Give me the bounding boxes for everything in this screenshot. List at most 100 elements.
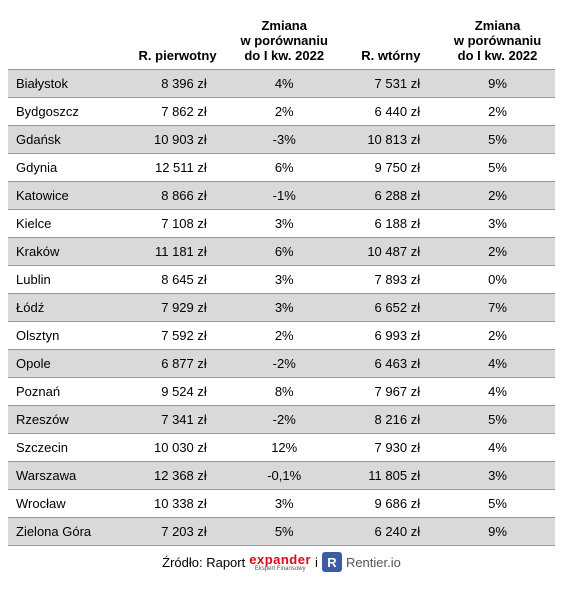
table-row: Poznań9 524 zł8%7 967 zł4% <box>8 378 555 406</box>
city-cell: Katowice <box>8 182 128 210</box>
secondary-price-cell: 10 813 zł <box>342 126 440 154</box>
city-cell: Olsztyn <box>8 322 128 350</box>
header-row: R. pierwotnyZmianaw porównaniudo I kw. 2… <box>8 8 555 70</box>
table-row: Wrocław10 338 zł3%9 686 zł5% <box>8 490 555 518</box>
city-cell: Rzeszów <box>8 406 128 434</box>
secondary-change-cell: 9% <box>440 70 555 98</box>
table-row: Bydgoszcz7 862 zł2%6 440 zł2% <box>8 98 555 126</box>
primary-change-cell: 2% <box>227 98 342 126</box>
table-row: Gdynia12 511 zł6%9 750 zł5% <box>8 154 555 182</box>
primary-price-cell: 9 524 zł <box>128 378 226 406</box>
secondary-change-cell: 5% <box>440 490 555 518</box>
city-cell: Białystok <box>8 70 128 98</box>
primary-price-cell: 8 645 zł <box>128 266 226 294</box>
primary-price-cell: 7 929 zł <box>128 294 226 322</box>
expander-subtext: Ekspert Finansowy <box>255 566 306 572</box>
secondary-change-cell: 2% <box>440 238 555 266</box>
primary-change-cell: -2% <box>227 350 342 378</box>
secondary-price-cell: 10 487 zł <box>342 238 440 266</box>
primary-price-cell: 7 108 zł <box>128 210 226 238</box>
primary-price-cell: 8 396 zł <box>128 70 226 98</box>
secondary-change-cell: 9% <box>440 518 555 546</box>
primary-price-cell: 11 181 zł <box>128 238 226 266</box>
table-row: Opole6 877 zł-2%6 463 zł4% <box>8 350 555 378</box>
city-cell: Bydgoszcz <box>8 98 128 126</box>
source-label: Źródło: Raport <box>162 555 245 570</box>
secondary-change-cell: 5% <box>440 126 555 154</box>
secondary-price-cell: 7 967 zł <box>342 378 440 406</box>
table-row: Szczecin10 030 zł12%7 930 zł4% <box>8 434 555 462</box>
primary-change-cell: 5% <box>227 518 342 546</box>
column-header: R. pierwotny <box>128 8 226 70</box>
primary-change-cell: -1% <box>227 182 342 210</box>
city-cell: Łódź <box>8 294 128 322</box>
secondary-price-cell: 6 240 zł <box>342 518 440 546</box>
secondary-price-cell: 11 805 zł <box>342 462 440 490</box>
secondary-price-cell: 9 750 zł <box>342 154 440 182</box>
primary-price-cell: 12 368 zł <box>128 462 226 490</box>
primary-change-cell: -2% <box>227 406 342 434</box>
primary-change-cell: 3% <box>227 210 342 238</box>
city-cell: Warszawa <box>8 462 128 490</box>
table-header: R. pierwotnyZmianaw porównaniudo I kw. 2… <box>8 8 555 70</box>
secondary-change-cell: 7% <box>440 294 555 322</box>
secondary-price-cell: 6 188 zł <box>342 210 440 238</box>
primary-change-cell: 3% <box>227 294 342 322</box>
table-row: Kielce7 108 zł3%6 188 zł3% <box>8 210 555 238</box>
column-header <box>8 8 128 70</box>
primary-change-cell: 3% <box>227 266 342 294</box>
rentier-text: Rentier.io <box>346 555 401 570</box>
secondary-change-cell: 2% <box>440 322 555 350</box>
table-row: Zielona Góra7 203 zł5%6 240 zł9% <box>8 518 555 546</box>
primary-price-cell: 7 592 zł <box>128 322 226 350</box>
primary-price-cell: 12 511 zł <box>128 154 226 182</box>
primary-price-cell: 10 903 zł <box>128 126 226 154</box>
secondary-price-cell: 6 440 zł <box>342 98 440 126</box>
secondary-change-cell: 3% <box>440 210 555 238</box>
table-row: Kraków11 181 zł6%10 487 zł2% <box>8 238 555 266</box>
price-table: R. pierwotnyZmianaw porównaniudo I kw. 2… <box>8 8 555 546</box>
table-body: Białystok8 396 zł4%7 531 zł9%Bydgoszcz7 … <box>8 70 555 546</box>
source-footer: Źródło: Raport expander Ekspert Finansow… <box>8 552 555 572</box>
primary-change-cell: -3% <box>227 126 342 154</box>
secondary-change-cell: 2% <box>440 98 555 126</box>
city-cell: Poznań <box>8 378 128 406</box>
primary-change-cell: -0,1% <box>227 462 342 490</box>
column-header: Zmianaw porównaniudo I kw. 2022 <box>440 8 555 70</box>
primary-price-cell: 6 877 zł <box>128 350 226 378</box>
city-cell: Opole <box>8 350 128 378</box>
secondary-price-cell: 6 652 zł <box>342 294 440 322</box>
secondary-price-cell: 8 216 zł <box>342 406 440 434</box>
secondary-change-cell: 5% <box>440 406 555 434</box>
table-row: Gdańsk10 903 zł-3%10 813 zł5% <box>8 126 555 154</box>
table-row: Białystok8 396 zł4%7 531 zł9% <box>8 70 555 98</box>
secondary-change-cell: 4% <box>440 378 555 406</box>
primary-change-cell: 6% <box>227 154 342 182</box>
rentier-badge-icon: R <box>322 552 342 572</box>
secondary-change-cell: 4% <box>440 350 555 378</box>
secondary-price-cell: 6 288 zł <box>342 182 440 210</box>
table-row: Łódź7 929 zł3%6 652 zł7% <box>8 294 555 322</box>
secondary-change-cell: 2% <box>440 182 555 210</box>
city-cell: Lublin <box>8 266 128 294</box>
secondary-price-cell: 7 930 zł <box>342 434 440 462</box>
secondary-change-cell: 5% <box>440 154 555 182</box>
city-cell: Gdynia <box>8 154 128 182</box>
primary-change-cell: 2% <box>227 322 342 350</box>
primary-price-cell: 10 338 zł <box>128 490 226 518</box>
primary-change-cell: 4% <box>227 70 342 98</box>
table-row: Olsztyn7 592 zł2%6 993 zł2% <box>8 322 555 350</box>
secondary-price-cell: 6 993 zł <box>342 322 440 350</box>
column-header: Zmianaw porównaniudo I kw. 2022 <box>227 8 342 70</box>
primary-change-cell: 3% <box>227 490 342 518</box>
secondary-change-cell: 4% <box>440 434 555 462</box>
expander-logo: expander Ekspert Finansowy <box>249 553 311 572</box>
secondary-price-cell: 7 893 zł <box>342 266 440 294</box>
city-cell: Zielona Góra <box>8 518 128 546</box>
city-cell: Gdańsk <box>8 126 128 154</box>
primary-change-cell: 8% <box>227 378 342 406</box>
primary-price-cell: 8 866 zł <box>128 182 226 210</box>
city-cell: Wrocław <box>8 490 128 518</box>
and-separator: i <box>315 555 318 570</box>
secondary-price-cell: 9 686 zł <box>342 490 440 518</box>
